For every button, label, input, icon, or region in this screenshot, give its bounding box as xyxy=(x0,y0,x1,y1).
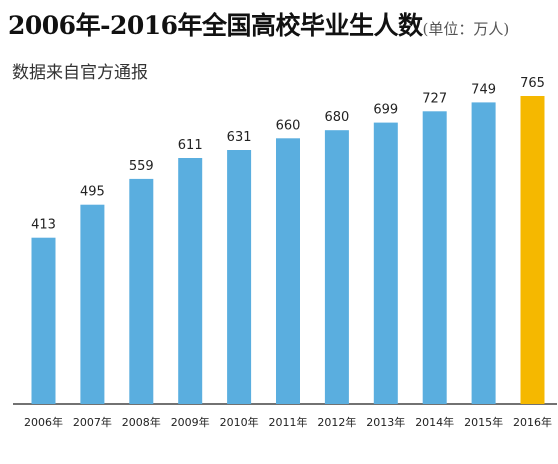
chart-subtitle: 数据来自官方通报 xyxy=(12,63,148,83)
bar-2009年 xyxy=(178,158,203,404)
bar-2010年 xyxy=(227,150,252,404)
x-tick-label-2011年: 2011年 xyxy=(269,415,308,429)
bar-2015年 xyxy=(471,102,496,405)
x-tick-label-2010年: 2010年 xyxy=(220,415,259,429)
x-tick-label-2009年: 2009年 xyxy=(171,415,210,429)
x-tick-label-2006年: 2006年 xyxy=(24,415,63,429)
value-label-2006年: 413 xyxy=(31,218,56,233)
value-label-2015年: 749 xyxy=(471,82,496,97)
value-label-2014年: 727 xyxy=(422,91,447,106)
bars-group xyxy=(31,96,545,405)
value-label-2010年: 631 xyxy=(227,130,252,145)
value-label-2007年: 495 xyxy=(80,185,105,200)
bar-2011年 xyxy=(276,138,300,405)
bar-2013年 xyxy=(373,122,398,404)
chart-unit-note: (单位：万人) xyxy=(422,20,510,38)
x-tick-label-2008年: 2008年 xyxy=(122,415,161,429)
bar-2007年 xyxy=(80,204,105,404)
value-label-2013年: 699 xyxy=(373,103,398,118)
value-label-2008年: 559 xyxy=(129,159,154,174)
bar-2008年 xyxy=(129,178,154,404)
bar-2012年 xyxy=(324,130,349,404)
value-labels-group: 413 495 559 611 631 660 680 699 727 749 765 xyxy=(31,76,545,233)
bar-2006年 xyxy=(31,237,56,404)
bar-2014年 xyxy=(422,111,447,405)
x-tick-labels-group: 2006年 2007年 2008年 2009年 2010年 2011年 2012年 2013年… xyxy=(24,415,552,429)
x-tick-label-2013年: 2013年 xyxy=(366,415,405,429)
value-label-2009年: 611 xyxy=(178,138,203,153)
chart-title: 2006年-2016年全国高校毕业生人数(单位：万人) xyxy=(8,6,509,42)
x-tick-label-2015年: 2015年 xyxy=(464,415,503,429)
value-label-2016年: 765 xyxy=(520,76,545,91)
bar-2016年 xyxy=(520,96,545,404)
x-tick-label-2014年: 2014年 xyxy=(415,415,454,429)
value-label-2012年: 680 xyxy=(324,110,349,125)
x-tick-label-2007年: 2007年 xyxy=(73,415,112,429)
chart-title-text: 2006年-2016年全国高校毕业生人数 xyxy=(8,11,423,40)
value-label-2011年: 660 xyxy=(276,118,301,133)
x-tick-label-2016年: 2016年 xyxy=(513,415,552,429)
x-tick-label-2012年: 2012年 xyxy=(317,415,356,429)
